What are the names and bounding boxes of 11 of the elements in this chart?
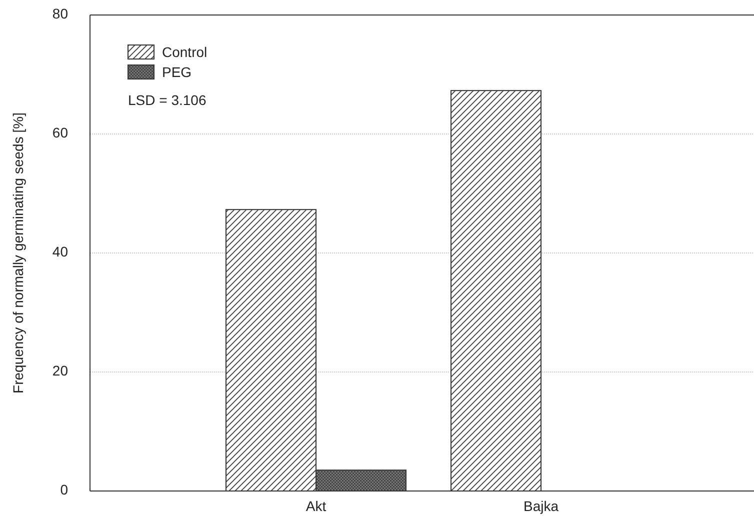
y-tick-label: 20 [52,362,68,379]
legend-label: PEG [162,64,192,80]
y-axis-title: Frequency of normally germinating seeds [%] [10,112,26,394]
legend-label: Control [162,44,208,60]
y-tick-label: 0 [60,482,68,498]
annotation: LSD = 3.106 [128,92,206,108]
x-tick-label: Bajka [523,498,559,514]
y-tick-label: 60 [52,124,68,141]
x-tick-label: Akt [306,498,326,514]
y-tick-label: 40 [52,244,68,260]
y-tick-label: 80 [52,6,68,22]
